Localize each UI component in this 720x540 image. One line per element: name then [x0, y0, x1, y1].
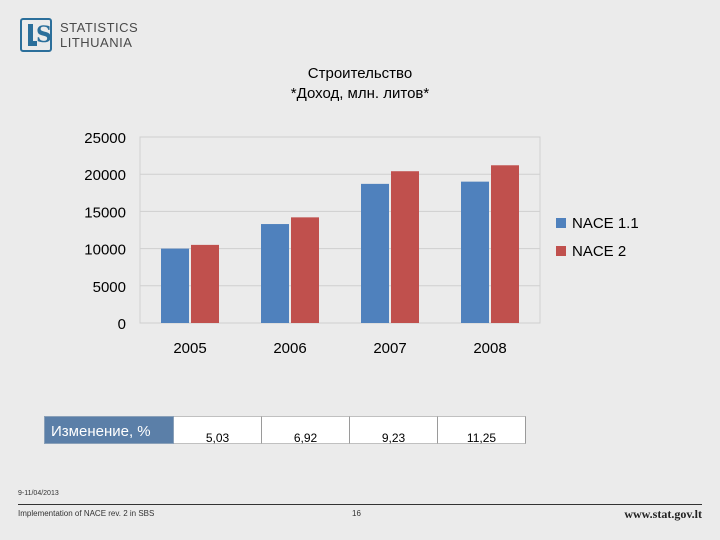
chart-subtitle: *Доход, млн. литов* — [290, 85, 430, 102]
legend-label-1: NACE 2 — [572, 243, 626, 260]
legend-swatch-0 — [556, 218, 566, 228]
footer-date: 9-11/04/2013 — [18, 490, 59, 497]
x-tick-label-2005: 2005 — [173, 340, 206, 357]
logo-line2: LITHUANIA — [60, 35, 133, 50]
logo: S STATISTICS LITHUANIA — [18, 16, 148, 56]
logo-text: STATISTICS LITHUANIA — [60, 20, 138, 50]
chart-title: Строительство — [307, 65, 413, 82]
y-tick-label-25000: 25000 — [84, 130, 126, 147]
bar-NACE-11-2005 — [161, 248, 189, 323]
chart-title-block: Строительство *Доход, млн. литов* — [160, 64, 560, 104]
change-value-2005: 5,03 — [174, 416, 262, 445]
footer-divider — [18, 504, 702, 505]
change-label: Изменение, % — [44, 416, 174, 444]
footer-url: www.stat.gov.lt — [624, 507, 702, 521]
change-table: Изменение, % 5,03 6,92 9,23 11,25 — [44, 416, 526, 445]
bar-NACE-2-2008 — [491, 165, 519, 323]
y-tick-label-5000: 5000 — [93, 279, 126, 296]
change-value-2007: 9,23 — [350, 416, 438, 445]
bar-NACE-2-2007 — [391, 171, 419, 323]
x-tick-label-2008: 2008 — [473, 340, 506, 357]
bar-NACE-11-2006 — [261, 224, 289, 323]
bar-NACE-2-2006 — [291, 217, 319, 323]
y-tick-label-0: 0 — [118, 316, 126, 333]
y-tick-label-10000: 10000 — [84, 242, 126, 259]
change-value-2008: 11,25 — [438, 416, 526, 445]
page-number: 16 — [352, 509, 361, 518]
x-tick-label-2006: 2006 — [273, 340, 306, 357]
logo-mark-icon: S — [20, 18, 52, 52]
footer-left-text: Implementation of NACE rev. 2 in SBS — [18, 509, 155, 518]
legend-label-0: NACE 1.1 — [572, 215, 639, 232]
legend-swatch-1 — [556, 246, 566, 256]
y-tick-label-15000: 15000 — [84, 204, 126, 221]
bar-chart: 0 5000 10000 15000 20000 25000 2005 2006 2007 200… — [84, 130, 639, 357]
logo-line1: STATISTICS — [60, 20, 139, 35]
change-value-2006: 6,92 — [262, 416, 350, 445]
bar-NACE-11-2007 — [361, 183, 389, 323]
bar-NACE-11-2008 — [461, 181, 489, 323]
x-tick-label-2007: 2007 — [373, 340, 406, 357]
bar-NACE-2-2005 — [191, 244, 219, 323]
y-tick-label-20000: 20000 — [84, 167, 126, 184]
